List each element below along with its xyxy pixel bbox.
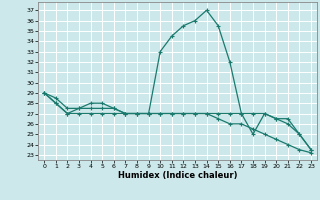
X-axis label: Humidex (Indice chaleur): Humidex (Indice chaleur) — [118, 171, 237, 180]
